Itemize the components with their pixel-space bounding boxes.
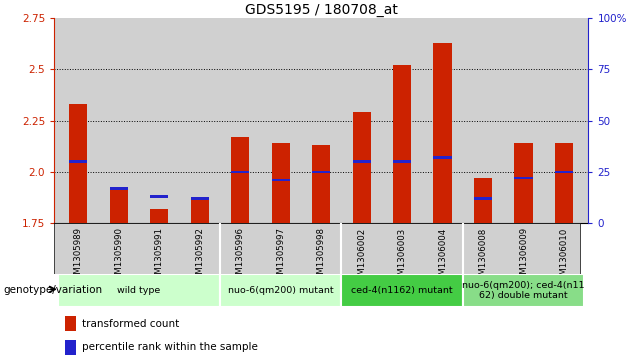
Bar	[555, 143, 573, 223]
Bar	[58, 274, 220, 307]
Text: GSM1305997: GSM1305997	[276, 227, 285, 285]
Bar	[434, 43, 452, 223]
Text: GSM1305990: GSM1305990	[114, 227, 123, 285]
Bar	[191, 199, 209, 223]
Bar	[434, 156, 452, 159]
Bar	[393, 160, 411, 163]
Text: nuo-6(qm200); ced-4(n11
62) double mutant: nuo-6(qm200); ced-4(n11 62) double mutan…	[462, 281, 584, 300]
Bar	[65, 316, 76, 331]
Text: GSM1305991: GSM1305991	[155, 227, 164, 285]
Bar	[463, 274, 584, 307]
Bar	[555, 171, 573, 173]
Text: GSM1305992: GSM1305992	[195, 227, 204, 285]
Bar	[110, 187, 128, 189]
Bar	[342, 274, 463, 307]
Bar	[231, 171, 249, 173]
Text: transformed count: transformed count	[82, 319, 179, 329]
Bar	[272, 143, 290, 223]
Text: GSM1305996: GSM1305996	[236, 227, 245, 285]
Text: genotype/variation: genotype/variation	[3, 285, 102, 295]
Bar	[191, 197, 209, 200]
Text: GSM1305989: GSM1305989	[74, 227, 83, 285]
Bar	[352, 113, 371, 223]
Text: GSM1306004: GSM1306004	[438, 227, 447, 286]
Bar	[474, 197, 492, 200]
Bar	[69, 104, 88, 223]
Bar	[312, 145, 330, 223]
Bar	[474, 178, 492, 223]
Bar	[515, 143, 533, 223]
Bar	[69, 160, 88, 163]
Text: ced-4(n1162) mutant: ced-4(n1162) mutant	[351, 286, 453, 295]
Text: wild type: wild type	[118, 286, 161, 295]
Text: GSM1306009: GSM1306009	[519, 227, 528, 285]
Title: GDS5195 / 180708_at: GDS5195 / 180708_at	[245, 3, 398, 17]
Bar	[272, 179, 290, 182]
Text: GSM1306003: GSM1306003	[398, 227, 406, 286]
Bar	[515, 177, 533, 179]
Text: percentile rank within the sample: percentile rank within the sample	[82, 342, 258, 352]
Bar	[393, 65, 411, 223]
Bar	[312, 171, 330, 173]
Bar	[352, 160, 371, 163]
Bar	[110, 188, 128, 223]
Text: GSM1306008: GSM1306008	[478, 227, 488, 286]
Bar	[150, 209, 169, 223]
Bar	[231, 137, 249, 223]
Bar	[220, 274, 342, 307]
Text: GSM1305998: GSM1305998	[317, 227, 326, 285]
Bar	[150, 195, 169, 198]
Bar	[65, 340, 76, 355]
Text: nuo-6(qm200) mutant: nuo-6(qm200) mutant	[228, 286, 333, 295]
Text: GSM1306010: GSM1306010	[560, 227, 569, 286]
Text: GSM1306002: GSM1306002	[357, 227, 366, 286]
